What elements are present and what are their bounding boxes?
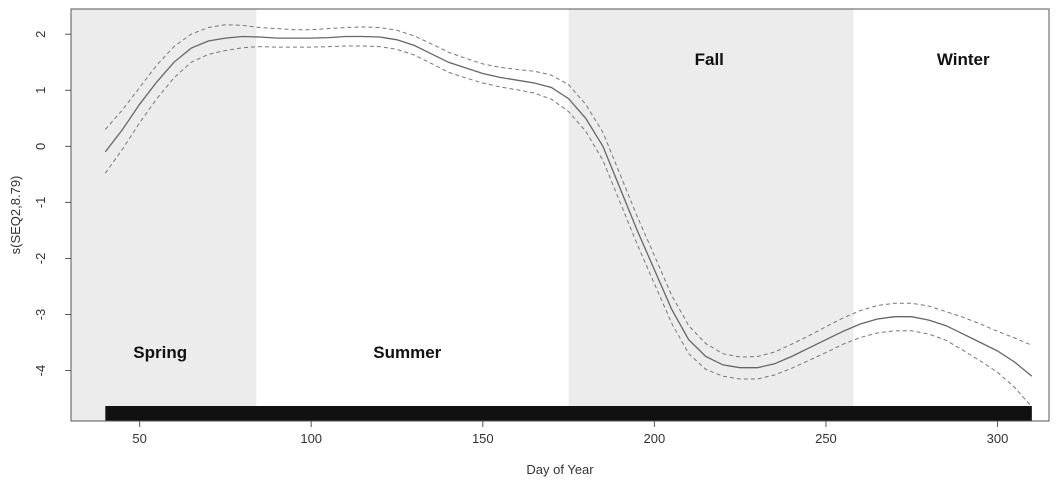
season-label-fall: Fall	[695, 50, 724, 69]
y-tick-label: -2	[33, 253, 48, 265]
series-line-fit	[104, 35, 1033, 377]
x-tick-label: 200	[644, 431, 666, 446]
x-axis-title: Day of Year	[526, 462, 594, 477]
season-band-fall	[568, 9, 854, 421]
rug-bar	[105, 406, 1032, 421]
plot-frame	[70, 8, 1050, 422]
x-tick-label: 150	[472, 431, 494, 446]
x-tick-label: 250	[815, 431, 837, 446]
series-line-upper	[104, 24, 1032, 358]
season-label-winter: Winter	[937, 50, 990, 69]
y-tick-label: -4	[33, 365, 48, 377]
smooth-lines-layer	[104, 24, 1033, 408]
season-labels-layer: Spring Summer Fall Winter	[133, 50, 990, 362]
season-label-spring: Spring	[133, 343, 187, 362]
season-label-summer: Summer	[373, 343, 441, 362]
y-tick-label: 0	[33, 143, 48, 150]
y-tick-label: -3	[33, 309, 48, 321]
season-background-layer	[71, 9, 854, 421]
y-tick-label: 2	[33, 31, 48, 38]
x-tick-label: 100	[300, 431, 322, 446]
x-tick-label: 50	[132, 431, 146, 446]
series-line-lower	[104, 45, 1033, 408]
y-axis-title: s(SEQ2,8.79)	[8, 176, 23, 255]
y-tick-label: -1	[33, 197, 48, 209]
y-axis: -4 -3 -2 -1 0 1 2	[33, 31, 71, 377]
x-tick-label: 300	[987, 431, 1009, 446]
y-tick-label: 1	[33, 87, 48, 94]
x-axis: 50 100 150 200 250 300	[132, 421, 1008, 446]
rug-layer	[105, 406, 1032, 421]
season-band-spring	[71, 9, 257, 421]
